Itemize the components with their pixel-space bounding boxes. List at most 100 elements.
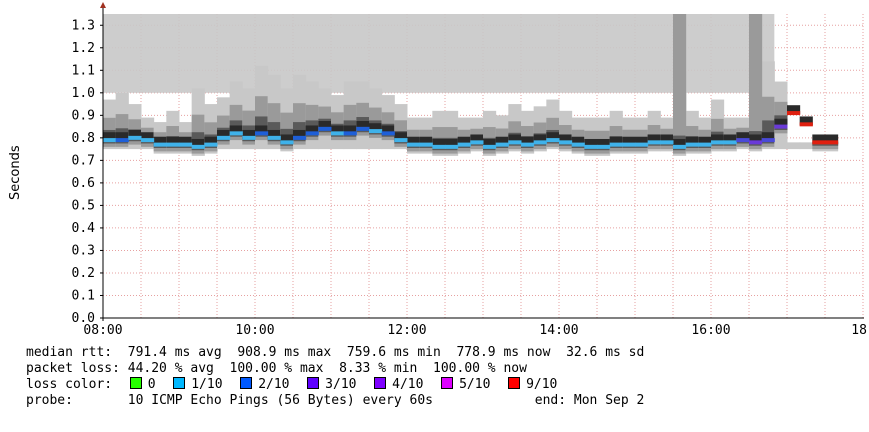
loss-swatch-label-1: 1/10 bbox=[191, 377, 239, 392]
smoke-band bbox=[103, 132, 117, 142]
median-rtt-segment bbox=[381, 131, 395, 136]
smoke-band bbox=[597, 138, 611, 148]
median-rtt-segment bbox=[698, 142, 712, 147]
median-rtt-avg: 791.4 ms avg bbox=[127, 345, 222, 360]
median-rtt-segment bbox=[660, 140, 674, 145]
median-rtt-segment bbox=[521, 142, 535, 147]
x-tick-label: 12:00 bbox=[387, 323, 426, 338]
median-rtt-segment bbox=[191, 144, 205, 149]
smoke-band bbox=[356, 120, 370, 130]
median-rtt-segment bbox=[280, 140, 294, 145]
median-rtt-segment bbox=[407, 142, 421, 147]
smoke-band bbox=[343, 125, 357, 135]
legend-median-rtt: median rtt: 791.4 ms avg 908.9 ms max 75… bbox=[26, 345, 644, 361]
y-tick-label: 0.6 bbox=[72, 176, 95, 191]
median-rtt-segment bbox=[255, 131, 269, 136]
smoke-upper-band bbox=[103, 14, 775, 93]
median-rtt-segment bbox=[812, 140, 826, 145]
median-rtt-segment bbox=[711, 140, 725, 145]
median-rtt-segment bbox=[293, 135, 307, 140]
smoke-spike bbox=[749, 14, 763, 132]
probe-end: end: Mon Sep 2 bbox=[534, 393, 645, 408]
median-rtt-segment bbox=[318, 126, 332, 131]
median-rtt-segment bbox=[432, 144, 446, 149]
median-rtt-segment bbox=[115, 138, 129, 143]
smoke-band bbox=[660, 134, 674, 144]
y-tick-label: 1.1 bbox=[72, 63, 95, 78]
smoke-band bbox=[673, 138, 687, 148]
y-tick-label: 0.1 bbox=[72, 288, 95, 303]
y-tick-label: 0.4 bbox=[72, 221, 96, 236]
smoke-band bbox=[495, 136, 509, 146]
smoke-band bbox=[698, 136, 712, 146]
smoke-spike bbox=[673, 14, 687, 136]
y-tick-label: 0.3 bbox=[72, 243, 95, 258]
median-rtt-segment bbox=[394, 138, 408, 143]
probe-label: probe: bbox=[26, 393, 73, 408]
smoke-band bbox=[483, 138, 497, 148]
loss-swatch-5 bbox=[441, 377, 454, 389]
y-tick-label: 1.3 bbox=[72, 18, 95, 33]
smoke-band bbox=[711, 134, 725, 144]
smoke-band bbox=[546, 132, 560, 142]
smoke-band bbox=[179, 136, 193, 146]
smoke-band bbox=[141, 132, 155, 142]
median-rtt-segment bbox=[369, 129, 383, 134]
smoke-band bbox=[166, 136, 180, 146]
loss-swatch-label-2: 2/10 bbox=[258, 377, 306, 392]
median-rtt-now: 778.9 ms now bbox=[456, 345, 551, 360]
median-rtt-min: 759.6 ms min bbox=[346, 345, 441, 360]
smoke-band bbox=[191, 138, 205, 148]
median-rtt-segment bbox=[559, 140, 573, 145]
median-rtt-max: 908.9 ms max bbox=[237, 345, 332, 360]
smoke-band bbox=[331, 125, 345, 135]
smoke-band bbox=[825, 134, 839, 144]
loss-swatch-0 bbox=[129, 377, 142, 389]
packet-loss-now: 100.00 % now bbox=[433, 361, 527, 376]
median-rtt-segment bbox=[356, 126, 370, 131]
median-rtt-segment bbox=[153, 142, 167, 147]
median-rtt-segment bbox=[571, 142, 585, 147]
smoke-band bbox=[318, 120, 332, 130]
smoke-band bbox=[533, 134, 547, 144]
smoke-band bbox=[635, 136, 649, 146]
smoke-band bbox=[381, 125, 395, 135]
smoke-band bbox=[419, 136, 433, 146]
median-rtt-segment bbox=[204, 142, 218, 147]
loss-swatch-2 bbox=[240, 377, 253, 389]
smoke-band bbox=[774, 118, 788, 128]
legend-packet-loss: packet loss: 44.20 % avg 100.00 % max 8.… bbox=[26, 361, 527, 377]
loss-swatch-label-5: 5/10 bbox=[459, 377, 507, 392]
smoke-band bbox=[559, 134, 573, 144]
median-rtt-segment bbox=[622, 142, 636, 147]
smoke-band bbox=[787, 142, 801, 150]
y-tick-label: 1.2 bbox=[72, 41, 95, 56]
smoke-band bbox=[280, 134, 294, 144]
smoke-band bbox=[799, 116, 813, 126]
smoke-band bbox=[128, 129, 142, 139]
y-tick-label: 1.0 bbox=[72, 86, 95, 101]
smoke-band bbox=[432, 138, 446, 148]
loss-swatch-4 bbox=[374, 377, 387, 389]
x-tick-label: 16:00 bbox=[691, 323, 730, 338]
packet-loss-max: 100.00 % max bbox=[229, 361, 324, 376]
legend-loss-color: loss color: 0 1/10 2/10 3/10 4/10 5/10 9… bbox=[26, 377, 573, 393]
median-rtt-segment bbox=[787, 111, 801, 116]
median-rtt-segment bbox=[673, 144, 687, 149]
loss-swatch-label-4: 4/10 bbox=[392, 377, 440, 392]
median-rtt-segment bbox=[749, 140, 763, 145]
median-rtt-segment bbox=[635, 142, 649, 147]
smoke-band bbox=[584, 138, 598, 148]
median-rtt-segment bbox=[508, 140, 522, 145]
median-rtt-segment bbox=[166, 142, 180, 147]
median-rtt-segment bbox=[774, 124, 788, 129]
smoke-band bbox=[369, 123, 383, 133]
packet-loss-min: 8.33 % min bbox=[339, 361, 418, 376]
median-rtt-segment bbox=[267, 135, 281, 140]
median-rtt-segment bbox=[799, 122, 813, 127]
loss-swatch-1 bbox=[173, 377, 186, 389]
median-rtt-segment bbox=[761, 138, 775, 143]
smoke-band bbox=[242, 129, 256, 139]
y-tick-label: 0.5 bbox=[72, 198, 95, 213]
